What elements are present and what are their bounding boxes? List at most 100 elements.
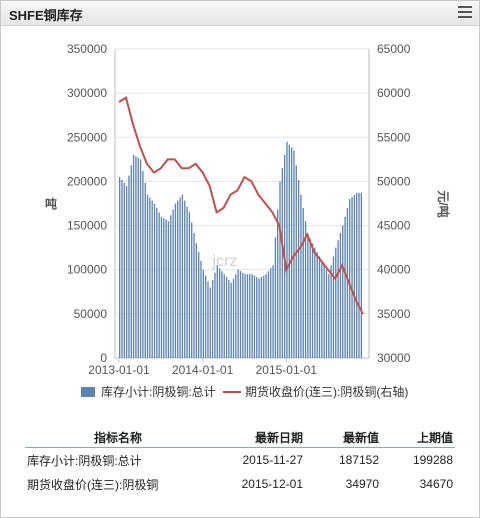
right-axis-tick-label: 35000 xyxy=(377,307,411,321)
header-previous-value: 上期值 xyxy=(381,427,455,448)
inventory-bar xyxy=(228,280,230,358)
inventory-bar xyxy=(265,274,267,358)
inventory-bar xyxy=(156,207,158,358)
legend-bar-swatch xyxy=(81,387,95,397)
inventory-bar xyxy=(158,212,160,358)
inventory-bar xyxy=(235,274,237,358)
inventory-bar xyxy=(351,196,353,358)
inventory-bar xyxy=(232,278,235,358)
inventory-bar xyxy=(230,282,232,358)
inventory-bar xyxy=(290,147,293,358)
inventory-bar xyxy=(339,232,342,358)
right-axis-tick-label: 50000 xyxy=(377,174,411,188)
hamburger-menu-icon[interactable] xyxy=(458,6,472,19)
panel-title: SHFE铜库存 xyxy=(9,8,83,23)
row-previous-value: 199288 xyxy=(412,453,453,467)
summary-table: 指标名称 最新日期 最新值 上期值 库存小计:阴极铜:总计 2015-11-27… xyxy=(25,427,455,496)
inventory-bar xyxy=(323,265,325,358)
inventory-bar xyxy=(119,177,121,358)
inventory-bar xyxy=(270,268,272,358)
inventory-bar xyxy=(263,275,265,358)
inventory-bar xyxy=(223,274,225,358)
inventory-bar xyxy=(149,197,151,358)
inventory-bar xyxy=(244,274,246,358)
inventory-bar xyxy=(330,265,332,358)
left-axis-tick-label: 0 xyxy=(100,351,107,365)
table-header-row: 指标名称 最新日期 最新值 上期值 xyxy=(25,427,455,448)
left-axis-tick-label: 50000 xyxy=(74,307,108,321)
inventory-bar xyxy=(237,269,239,358)
inventory-bar xyxy=(253,275,256,358)
inventory-bar xyxy=(344,216,346,358)
inventory-bar xyxy=(135,156,137,358)
table-row: 期货收盘价(连三):阴极铜 2015-12-01 34970 34670 xyxy=(25,472,455,496)
inventory-bar xyxy=(316,252,318,358)
left-axis-tick-label: 100000 xyxy=(67,263,107,277)
inventory-bar xyxy=(242,272,244,358)
inventory-bar xyxy=(216,265,218,358)
inventory-bar xyxy=(144,182,146,358)
row-indicator-name: 库存小计:阴极铜:总计 xyxy=(27,453,142,468)
inventory-bar xyxy=(272,265,274,358)
left-axis-title: 吨 xyxy=(45,196,57,211)
inventory-bar xyxy=(277,209,279,358)
row-indicator-name: 期货收盘价(连三):阴极铜 xyxy=(27,477,159,492)
row-latest-date: 2015-11-27 xyxy=(242,453,304,467)
inventory-bar xyxy=(221,271,223,358)
row-latest-value: 187152 xyxy=(338,453,379,467)
inventory-bar xyxy=(195,243,198,358)
inventory-bar xyxy=(125,185,128,358)
inventory-bar xyxy=(153,203,156,358)
row-latest-date: 2015-12-01 xyxy=(241,477,303,491)
inventory-bar xyxy=(174,203,177,358)
inventory-bar xyxy=(267,271,270,358)
inventory-bar xyxy=(311,243,314,358)
inventory-bar xyxy=(325,269,328,358)
inventory-bar xyxy=(288,144,290,358)
inventory-bar xyxy=(123,182,125,358)
inventory-bar xyxy=(356,192,358,358)
inventory-bar xyxy=(281,168,283,358)
inventory-bar xyxy=(309,238,311,358)
inventory-bar xyxy=(146,194,149,358)
inventory-bar xyxy=(360,192,362,358)
inventory-bar xyxy=(274,237,277,358)
right-axis-tick-label: 55000 xyxy=(377,130,411,144)
inventory-bar xyxy=(314,247,316,358)
inventory-bar xyxy=(200,260,202,358)
right-axis-tick-label: 40000 xyxy=(377,263,411,277)
table-row: 库存小计:阴极铜:总计 2015-11-27 187152 199288 xyxy=(25,448,455,473)
header-latest-value: 最新值 xyxy=(305,427,381,448)
inventory-bar xyxy=(251,274,253,358)
inventory-bar xyxy=(286,141,288,358)
inventory-bar xyxy=(163,218,165,358)
inventory-bar xyxy=(256,277,258,358)
inventory-bar xyxy=(295,165,297,358)
right-axis-tick-label: 45000 xyxy=(377,219,411,233)
inventory-bar xyxy=(142,171,144,358)
inventory-bar xyxy=(179,197,181,358)
x-axis-tick-label: 2015-01-01 xyxy=(256,363,318,377)
inventory-bar xyxy=(207,281,209,358)
left-axis-tick-label: 250000 xyxy=(67,130,107,144)
right-axis-title: 元/吨 xyxy=(436,190,451,217)
inventory-bar xyxy=(186,206,188,358)
inventory-bar xyxy=(321,260,323,358)
inventory-bar xyxy=(167,221,170,358)
left-axis-tick-label: 200000 xyxy=(67,174,107,188)
inventory-bar xyxy=(318,256,321,358)
inventory-bar xyxy=(177,200,179,358)
chart-area: 0 50000 100000 150000 200000 250000 300000 3500… xyxy=(45,42,451,399)
inventory-bar xyxy=(139,159,142,358)
left-axis-tick-label: 150000 xyxy=(67,219,107,233)
header-indicator-name: 指标名称 xyxy=(25,427,211,448)
inventory-bar xyxy=(170,215,172,358)
inventory-bar xyxy=(335,247,337,358)
inventory-bar xyxy=(214,272,216,358)
inventory-bar xyxy=(332,256,335,358)
watermark-text: jcrz xyxy=(212,253,238,270)
inventory-bar xyxy=(132,154,135,358)
left-axis-tick-label: 350000 xyxy=(67,42,107,56)
inventory-bar xyxy=(193,232,195,358)
row-previous-value: 34670 xyxy=(419,477,453,491)
